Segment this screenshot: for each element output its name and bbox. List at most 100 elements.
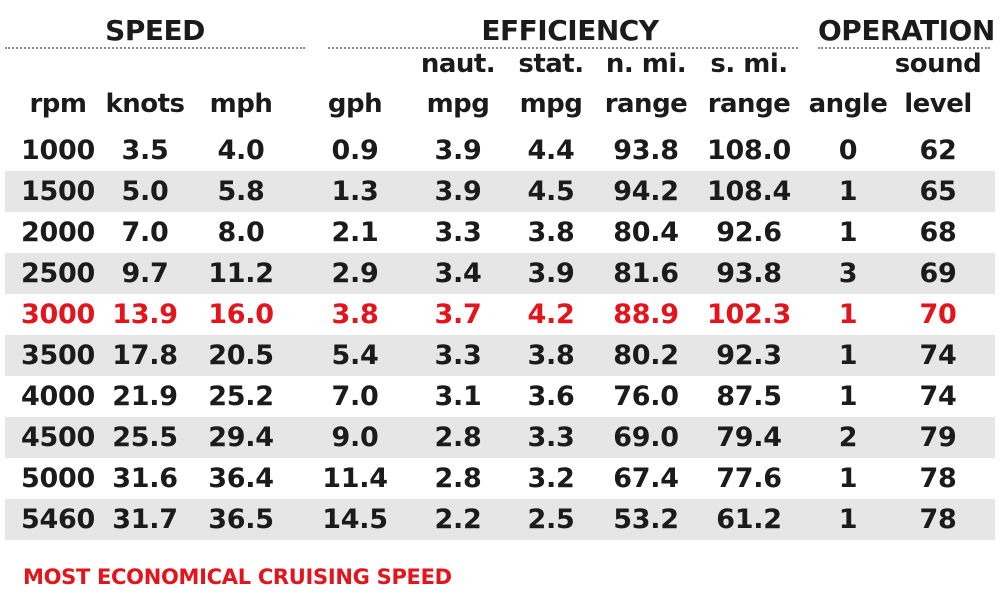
cell-angle: 1: [838, 299, 858, 330]
cell-knots: 9.7: [121, 258, 169, 289]
column-header-stat_mpg-line1: stat.: [518, 49, 584, 79]
cell-naut_mpg: 3.9: [434, 176, 482, 207]
cell-mph: 4.0: [217, 135, 265, 166]
cell-smi_range: 108.4: [707, 176, 791, 207]
cell-angle: 1: [838, 340, 858, 371]
table-row: 3500 17.8 20.5 5.4 3.3 3.8 80.2 92.3 1 74: [5, 335, 995, 376]
column-header-sound: level: [904, 89, 972, 119]
cell-smi_range: 92.6: [716, 217, 782, 248]
cell-nmi_range: 81.6: [613, 258, 679, 289]
cell-mph: 20.5: [208, 340, 274, 371]
cell-naut_mpg: 3.3: [434, 340, 482, 371]
cell-sound: 62: [919, 135, 957, 166]
cell-nmi_range: 80.4: [613, 217, 679, 248]
cell-angle: 2: [838, 422, 858, 453]
cell-rpm: 4500: [21, 422, 95, 453]
column-header-sound-line1: sound: [894, 49, 982, 79]
table-row: 5460 31.7 36.5 14.5 2.2 2.5 53.2 61.2 1 78: [5, 499, 995, 540]
column-header-knots: knots: [105, 89, 185, 119]
group-header-speed: SPEED: [105, 14, 205, 47]
column-header-angle: angle: [808, 89, 888, 119]
cell-angle: 3: [838, 258, 858, 289]
cell-angle: 1: [838, 381, 858, 412]
cell-gph: 7.0: [331, 381, 379, 412]
cell-rpm: 2500: [21, 258, 95, 289]
cell-gph: 2.9: [331, 258, 379, 289]
cell-knots: 31.6: [112, 463, 178, 494]
cell-stat_mpg: 2.5: [527, 504, 575, 535]
cell-knots: 5.0: [121, 176, 169, 207]
cell-smi_range: 92.3: [716, 340, 782, 371]
cell-sound: 78: [919, 504, 957, 535]
column-header-smi_range: range: [707, 89, 791, 119]
group-header-efficiency: EFFICIENCY: [481, 14, 659, 47]
cell-nmi_range: 67.4: [613, 463, 679, 494]
cell-sound: 74: [919, 340, 957, 371]
cell-naut_mpg: 3.9: [434, 135, 482, 166]
cell-nmi_range: 93.8: [613, 135, 679, 166]
cell-rpm: 2000: [21, 217, 95, 248]
cell-gph: 14.5: [322, 504, 388, 535]
cell-gph: 11.4: [322, 463, 388, 494]
cell-stat_mpg: 3.8: [527, 217, 575, 248]
cell-gph: 2.1: [331, 217, 379, 248]
cell-naut_mpg: 3.1: [434, 381, 482, 412]
cell-nmi_range: 94.2: [613, 176, 679, 207]
column-header-mph: mph: [209, 89, 273, 119]
cell-smi_range: 108.0: [707, 135, 791, 166]
cell-knots: 3.5: [121, 135, 169, 166]
cell-gph: 9.0: [331, 422, 379, 453]
cell-nmi_range: 76.0: [613, 381, 679, 412]
cell-nmi_range: 80.2: [613, 340, 679, 371]
cell-stat_mpg: 3.6: [527, 381, 575, 412]
cell-nmi_range: 53.2: [613, 504, 679, 535]
cell-stat_mpg: 4.4: [527, 135, 575, 166]
cell-mph: 5.8: [217, 176, 265, 207]
cell-gph: 5.4: [331, 340, 379, 371]
cell-knots: 31.7: [112, 504, 178, 535]
cell-nmi_range: 69.0: [613, 422, 679, 453]
cell-naut_mpg: 3.3: [434, 217, 482, 248]
cell-naut_mpg: 2.8: [434, 463, 482, 494]
cell-stat_mpg: 3.2: [527, 463, 575, 494]
cell-sound: 68: [919, 217, 957, 248]
cell-mph: 29.4: [208, 422, 274, 453]
cell-gph: 1.3: [331, 176, 379, 207]
cell-mph: 36.5: [208, 504, 274, 535]
cell-sound: 70: [919, 299, 957, 330]
cell-knots: 25.5: [112, 422, 178, 453]
cell-mph: 16.0: [208, 299, 274, 330]
cell-gph: 3.8: [331, 299, 379, 330]
cell-angle: 1: [838, 217, 858, 248]
cell-naut_mpg: 3.4: [434, 258, 482, 289]
cell-smi_range: 87.5: [716, 381, 782, 412]
cell-stat_mpg: 3.3: [527, 422, 575, 453]
cell-mph: 11.2: [208, 258, 274, 289]
cell-smi_range: 79.4: [716, 422, 782, 453]
cell-mph: 8.0: [217, 217, 265, 248]
cell-stat_mpg: 4.5: [527, 176, 575, 207]
cell-rpm: 3000: [21, 299, 95, 330]
cell-angle: 1: [838, 176, 858, 207]
cell-knots: 7.0: [121, 217, 169, 248]
table-row: 1500 5.0 5.8 1.3 3.9 4.5 94.2 108.4 1 65: [5, 171, 995, 212]
cell-sound: 69: [919, 258, 957, 289]
cell-smi_range: 61.2: [716, 504, 782, 535]
table-row: 2000 7.0 8.0 2.1 3.3 3.8 80.4 92.6 1 68: [5, 212, 995, 253]
cell-rpm: 1500: [21, 176, 95, 207]
cell-sound: 74: [919, 381, 957, 412]
column-header-nmi_range-line1: n. mi.: [605, 49, 687, 79]
cell-smi_range: 93.8: [716, 258, 782, 289]
efficiency-divider: [328, 47, 798, 49]
cell-knots: 13.9: [112, 299, 178, 330]
cell-knots: 17.8: [112, 340, 178, 371]
column-header-rpm: rpm: [29, 89, 87, 119]
cell-stat_mpg: 4.2: [527, 299, 575, 330]
cell-naut_mpg: 2.2: [434, 504, 482, 535]
column-header-stat_mpg: mpg: [519, 89, 583, 119]
cell-angle: 1: [838, 504, 858, 535]
table-row: 5000 31.6 36.4 11.4 2.8 3.2 67.4 77.6 1 78: [5, 458, 995, 499]
cell-smi_range: 102.3: [707, 299, 791, 330]
table-row: 3000 13.9 16.0 3.8 3.7 4.2 88.9 102.3 1 70: [5, 294, 995, 335]
